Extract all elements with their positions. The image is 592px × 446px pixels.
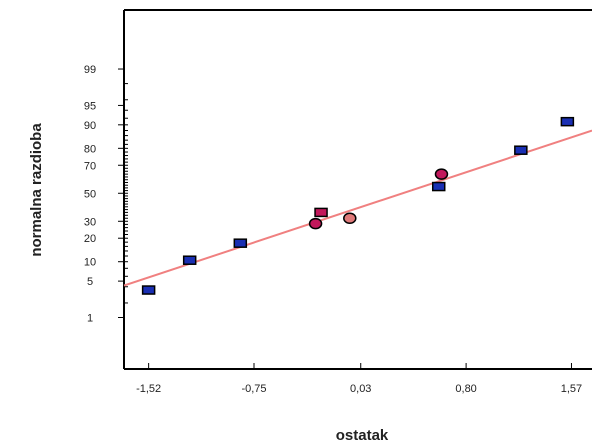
data-point-circle [308,217,323,230]
data-points [141,116,575,295]
y-tick-label: 10 [84,257,96,269]
y-tick-label: 30 [84,216,96,228]
y-tick-label: 50 [84,188,96,200]
y-tick-label: 1 [87,313,93,325]
x-tick-label: -0,75 [241,383,266,395]
data-point-square [141,285,156,295]
x-axis-ticks: -1,52 -0,75 0,03 0,80 1,57 [136,363,582,395]
x-tick-label: 0,03 [350,383,371,395]
data-point-circle [343,212,357,224]
data-point-square [314,207,328,218]
x-tick-label: 0,80 [455,383,476,395]
data-point-square [514,145,528,155]
y-tick-label: 80 [84,143,96,155]
data-point-square [233,238,248,248]
x-tick-label: 1,57 [561,383,582,395]
plot-frame [123,9,592,370]
data-point-square [182,255,197,265]
data-point-square [431,181,446,192]
fit-line [123,129,592,287]
y-axis-ticks: 1 5 10 20 30 50 70 80 90 95 99 [84,64,124,325]
data-point-circle [434,168,449,180]
x-axis-title: ostatak [336,427,389,444]
y-tick-label: 90 [84,120,96,132]
y-tick-label: 20 [84,233,96,245]
data-point-square [560,116,575,127]
y-tick-label: 5 [87,276,93,288]
y-axis-title: normalna razdioba [28,123,45,257]
y-tick-label: 99 [84,64,96,76]
y-tick-label: 70 [84,160,96,172]
x-tick-label: -1,52 [136,383,161,395]
y-minor-ticks [124,83,128,304]
y-tick-label: 95 [84,100,96,112]
